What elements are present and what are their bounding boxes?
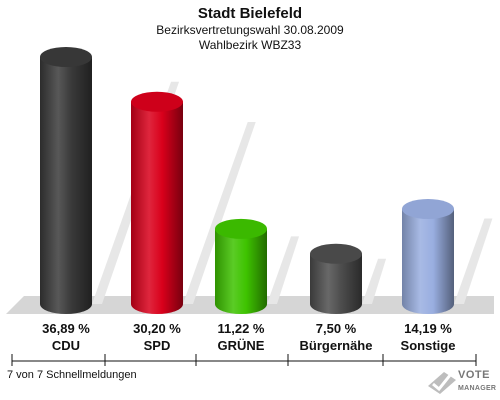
logo-text-manager: MANAGER (458, 385, 497, 392)
bar-cdu (40, 47, 92, 314)
ballot-check-icon (428, 372, 456, 394)
value-label: 30,20 % (133, 321, 181, 336)
bar-body (131, 101, 183, 304)
value-label: 14,19 % (404, 321, 452, 336)
bar-base (310, 294, 362, 314)
bar-base (40, 294, 92, 314)
category-label: CDU (52, 338, 80, 353)
bar-cap (131, 91, 183, 112)
bar-shadow (454, 218, 493, 304)
bar-spd (131, 91, 183, 314)
bar-body (40, 57, 92, 304)
bar-cap (40, 47, 92, 67)
category-label: GRÜNE (218, 338, 265, 353)
value-label: 11,22 % (218, 321, 265, 336)
bar-body (215, 228, 267, 304)
bar-base (215, 294, 267, 314)
bar-sonstige (402, 198, 454, 314)
logo-text-vote: VOTE (458, 369, 490, 381)
chart-header: Stadt Bielefeld Bezirksvertretungswahl 3… (0, 0, 500, 53)
bar-base (131, 294, 183, 314)
chart-subtitle: Bezirksvertretungswahl 30.08.2009 (156, 23, 344, 37)
bar-shadow (362, 258, 387, 304)
vote-manager-logo: VOTE MANAGER (424, 364, 500, 400)
bar-body (402, 208, 454, 304)
value-label: 7,50 % (316, 321, 357, 336)
bar-cap (310, 243, 362, 264)
chart-subtitle-district: Wahlbezirk WBZ33 (198, 38, 302, 52)
bar-cap (402, 198, 454, 219)
bar-bürgernähe (310, 243, 362, 314)
bar-grüne (215, 218, 267, 314)
category-label: Bürgernähe (300, 338, 373, 353)
value-label: 36,89 % (42, 321, 90, 336)
category-label: SPD (144, 338, 171, 353)
bar-shadow (267, 236, 300, 304)
bar-shadow (183, 122, 256, 304)
reports-counter: 7 von 7 Schnellmeldungen (7, 369, 137, 381)
bar-cap (215, 218, 267, 239)
chart-title: Stadt Bielefeld (197, 5, 303, 22)
category-label: Sonstige (401, 338, 456, 353)
bar-base (402, 294, 454, 314)
